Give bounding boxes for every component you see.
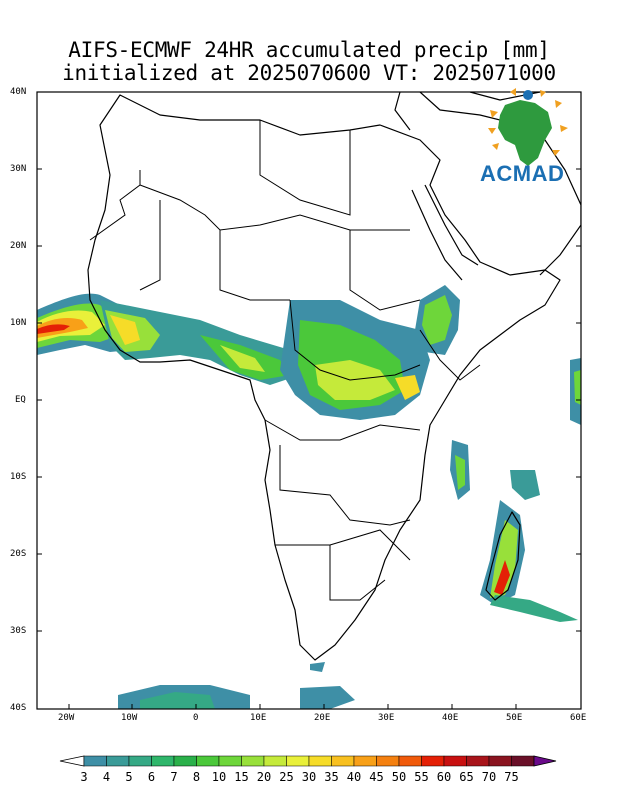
colorbar-swatch [286, 755, 310, 767]
precip-fields [37, 285, 581, 709]
colorbar-swatch [398, 755, 422, 767]
lon-label: 50E [506, 713, 523, 723]
lat-label: 20N [10, 241, 27, 251]
map-title-line2: initialized at 2025070600 VT: 2025071000 [62, 61, 556, 85]
colorbar-swatch [308, 755, 332, 767]
lat-label: 10N [10, 318, 27, 328]
colorbar-label: 25 [279, 770, 294, 784]
lon-label: 60E [570, 713, 587, 723]
colorbar-swatch [421, 755, 445, 767]
colorbar-label: 75 [504, 770, 519, 784]
colorbar-label: 35 [324, 770, 339, 784]
colorbar-swatch [466, 755, 490, 767]
colorbar-label: 8 [192, 770, 201, 784]
lon-label: 20W [58, 713, 75, 723]
lat-label: 30N [10, 164, 27, 174]
colorbar-label: 70 [481, 770, 497, 784]
colorbar [59, 755, 557, 767]
colorbar-label: 6 [147, 770, 156, 784]
colorbar-label: 40 [346, 770, 362, 784]
lon-label: 0 [193, 713, 199, 723]
lat-label: 10S [10, 472, 27, 482]
colorbar-label: 5 [125, 770, 133, 784]
colorbar-swatch [83, 755, 107, 767]
colorbar-low-arrow [59, 755, 85, 767]
colorbar-label: 15 [234, 770, 249, 784]
colorbar-label: 55 [414, 770, 429, 784]
lat-label: 30S [10, 626, 27, 636]
colorbar-label: 20 [256, 770, 272, 784]
colorbar-high-arrow [533, 755, 557, 767]
colorbar-swatch [106, 755, 130, 767]
colorbar-swatch [353, 755, 377, 767]
colorbar-swatch [443, 755, 467, 767]
colorbar-label: 30 [301, 770, 317, 784]
colorbar-swatch [376, 755, 400, 767]
colorbar-swatch [488, 755, 512, 767]
lon-label: 20E [314, 713, 331, 723]
africa-map-logo-icon [488, 88, 568, 166]
colorbar-label: 7 [170, 770, 178, 784]
colorbar-label: 45 [369, 770, 384, 784]
country-borders [89, 120, 481, 601]
colorbar-swatch [241, 755, 265, 767]
colorbar-swatch [151, 755, 175, 767]
colorbar-swatch [196, 755, 220, 767]
colorbar-label: 10 [211, 770, 227, 784]
lon-label: 30E [378, 713, 395, 723]
lat-label: 40N [10, 87, 27, 97]
colorbar-label: 60 [436, 770, 452, 784]
acmad-logo-text: ACMAD [480, 161, 565, 186]
colorbar-label: 4 [102, 770, 111, 784]
colorbar-label: 3 [80, 770, 88, 784]
coastlines [87, 92, 581, 661]
colorbar-swatch [128, 755, 152, 767]
lat-label: 40S [10, 703, 27, 713]
lon-label: 10E [250, 713, 267, 723]
map-title-line1: AIFS-ECMWF 24HR accumulated precip [mm] [68, 38, 550, 62]
colorbar-swatch [331, 755, 355, 767]
colorbar-label: 65 [459, 770, 474, 784]
colorbar-swatch [173, 755, 197, 767]
colorbar-swatch [263, 755, 287, 767]
colorbar-label: 50 [391, 770, 407, 784]
colorbar-swatch [511, 755, 535, 767]
lat-label: EQ [15, 395, 26, 405]
lon-label: 40E [442, 713, 459, 723]
lon-label: 10W [121, 713, 138, 723]
lat-label: 20S [10, 549, 27, 559]
colorbar-swatch [218, 755, 242, 767]
